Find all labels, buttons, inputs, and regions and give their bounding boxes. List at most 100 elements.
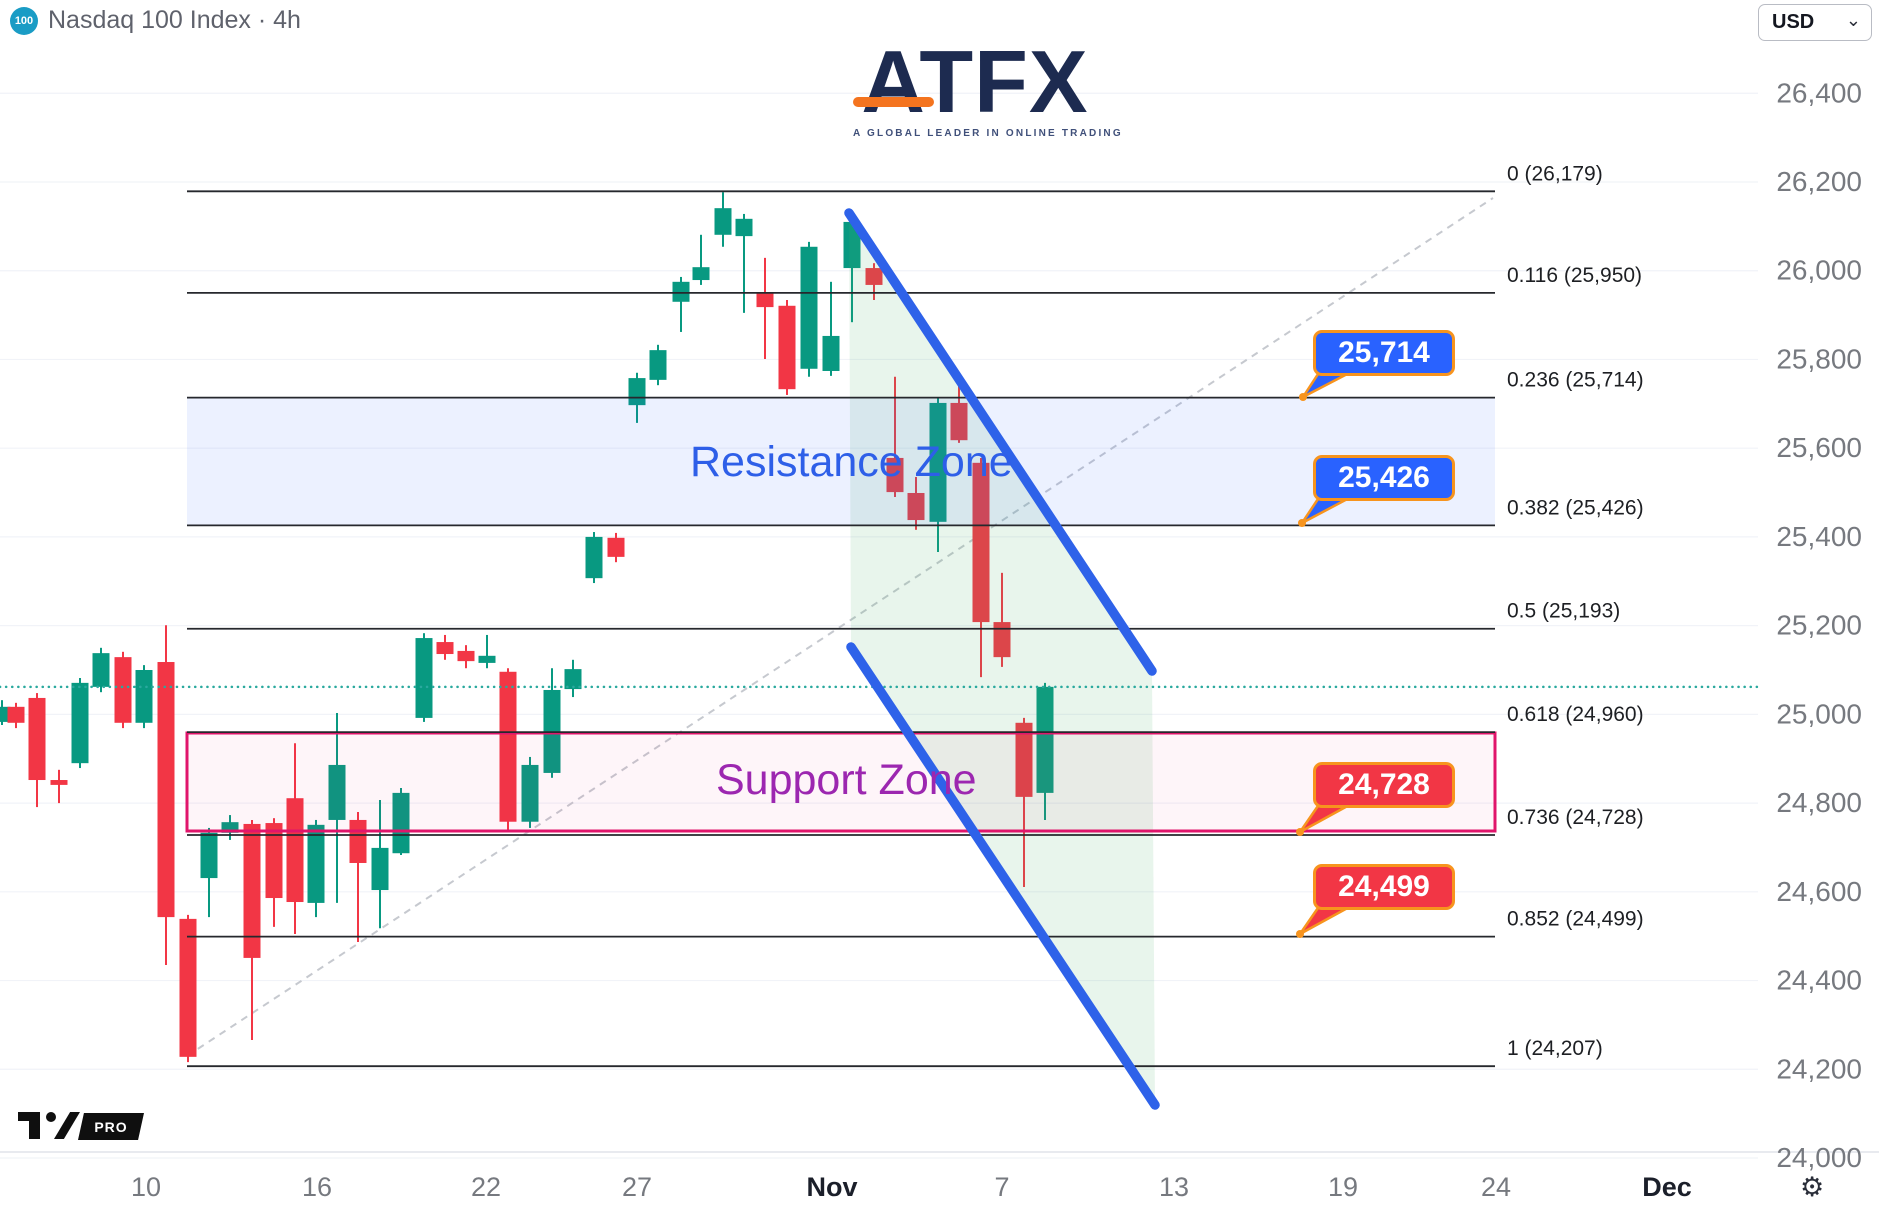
y-axis[interactable]: 26,400 26,200 26,000 25,800 25,600 25,400 25,2… — [1776, 77, 1862, 1173]
x-axis-label: 22 — [471, 1172, 501, 1202]
y-axis-label: 24,400 — [1776, 965, 1862, 996]
x-axis-label: 7 — [994, 1172, 1009, 1202]
price-label-24728[interactable]: 24,728 — [1313, 762, 1455, 808]
badge-anchor-dot — [1299, 393, 1307, 401]
symbol-icon: 100 — [10, 6, 38, 35]
candle-body — [521, 764, 539, 822]
candle-body — [692, 267, 710, 281]
y-axis-label: 24,200 — [1776, 1053, 1862, 1084]
fib-label: 0.736 (24,728) — [1507, 806, 1644, 829]
candle-body — [564, 669, 582, 690]
x-axis-label: 27 — [622, 1172, 652, 1202]
candle-body — [778, 305, 796, 390]
currency-value: USD — [1772, 11, 1815, 33]
y-axis-label: 25,400 — [1776, 521, 1862, 552]
candle-body — [929, 402, 947, 522]
fib-label: 0 (26,179) — [1507, 162, 1603, 185]
y-axis-label: 26,400 — [1776, 77, 1862, 108]
candle-body — [478, 655, 496, 663]
trend-line-2[interactable] — [846, 642, 1160, 1110]
candle-body — [200, 832, 218, 879]
candle-body — [436, 642, 454, 655]
candle-body — [307, 824, 325, 903]
atfx-logo: ATFX A GLOBAL LEADER IN ONLINE TRADING — [853, 32, 1123, 139]
y-axis-label: 24,600 — [1776, 876, 1862, 907]
candle-body — [649, 350, 667, 380]
candle-body — [114, 657, 132, 723]
candle-body — [886, 457, 904, 493]
atfx-logo-bar — [853, 97, 934, 107]
tradingview-logo[interactable]: PRO — [18, 1112, 144, 1140]
candle-body — [50, 780, 68, 785]
resistance-zone-label: Resistance Zone — [690, 438, 1013, 486]
candle-body — [328, 764, 346, 820]
y-axis-label: 26,000 — [1776, 255, 1862, 286]
x-axis-label: 10 — [131, 1172, 161, 1202]
resistance-zone — [187, 397, 1495, 526]
y-axis-label: 25,000 — [1776, 698, 1862, 729]
x-axis-label: Nov — [806, 1172, 857, 1202]
chevron-down-icon: ⌄ — [1845, 9, 1861, 30]
fib-label: 0.116 (25,950) — [1507, 264, 1642, 287]
fib-label: 0.236 (25,714) — [1507, 369, 1644, 392]
fib-levels: 0 (26,179) 0.116 (25,950) 0.236 (25,714) 0.… — [187, 162, 1644, 1068]
candle-body — [371, 847, 389, 891]
candle-body — [865, 268, 883, 285]
candle-body — [92, 653, 110, 687]
pro-badge: PRO — [78, 1113, 144, 1140]
badge-anchor-dot — [1296, 828, 1304, 836]
candle-body — [950, 402, 968, 441]
candle-body — [607, 537, 625, 557]
candle-body — [499, 671, 517, 822]
fib-label: 0.852 (24,499) — [1507, 908, 1644, 931]
candle-body — [457, 650, 475, 662]
candle-body — [972, 462, 990, 623]
grid-lines — [0, 92, 1758, 1159]
fib-label: 0.5 (25,193) — [1507, 600, 1620, 623]
dashed-trendline — [186, 197, 1494, 1057]
candle-body — [265, 823, 283, 899]
price-label-25714[interactable]: 25,714 — [1313, 330, 1455, 376]
y-axis-label: 25,600 — [1776, 432, 1862, 463]
y-axis-label: 25,800 — [1776, 343, 1862, 374]
y-axis-label: 24,000 — [1776, 1142, 1862, 1173]
fib-label: 0.618 (24,960) — [1507, 703, 1644, 726]
y-axis-label: 26,200 — [1776, 166, 1862, 197]
candle-body — [993, 622, 1011, 658]
candle-body — [157, 662, 175, 918]
y-axis-label: 25,200 — [1776, 610, 1862, 641]
atfx-logo-subtitle: A GLOBAL LEADER IN ONLINE TRADING — [853, 128, 1123, 139]
currency-selector[interactable]: USD ⌄ — [1758, 4, 1872, 41]
symbol-title: Nasdaq 100 Index · 4h — [48, 6, 301, 34]
candle-body — [907, 492, 925, 521]
candle-body — [28, 697, 46, 781]
gear-icon[interactable]: ⚙ — [1800, 1172, 1825, 1202]
atfx-logo-text: ATFX — [861, 32, 1089, 131]
price-label-25426[interactable]: 25,426 — [1313, 455, 1455, 501]
x-axis-label: Dec — [1642, 1172, 1692, 1202]
candle-body — [71, 682, 89, 764]
candle-body — [843, 221, 861, 269]
candle-body — [286, 798, 304, 903]
x-axis-label: 16 — [302, 1172, 332, 1202]
x-axis-label: 24 — [1481, 1172, 1511, 1202]
y-axis-label: 24,800 — [1776, 787, 1862, 818]
candle-body — [672, 281, 690, 302]
candle-body — [179, 918, 197, 1057]
price-label-24499[interactable]: 24,499 — [1313, 864, 1455, 910]
candle-body — [756, 292, 774, 308]
candle-body — [392, 792, 410, 854]
candle-body — [585, 536, 603, 579]
candle-body — [0, 706, 11, 722]
candle-body — [714, 208, 732, 235]
candle-body — [735, 218, 753, 237]
trend-line-1[interactable] — [844, 208, 1157, 676]
candles — [0, 192, 1054, 1063]
badge-anchor-dot — [1296, 930, 1304, 938]
support-zone-label: Support Zone — [716, 756, 977, 804]
candle-body — [1015, 722, 1033, 797]
x-axis[interactable]: 10 16 22 27 Nov 7 13 19 24 Dec — [131, 1172, 1692, 1202]
candle-body — [243, 823, 261, 958]
